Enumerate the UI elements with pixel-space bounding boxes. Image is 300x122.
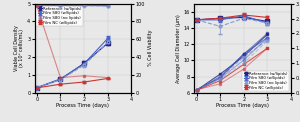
Y-axis label: % Cell Viability: % Cell Viability <box>148 30 153 66</box>
Y-axis label: Viable Cell Density
(x 10⁶ cells/mL): Viable Cell Density (x 10⁶ cells/mL) <box>14 25 24 71</box>
Y-axis label: Average Cell Diameter (μm): Average Cell Diameter (μm) <box>176 14 181 83</box>
X-axis label: Process Time (days): Process Time (days) <box>216 103 269 108</box>
X-axis label: Process Time (days): Process Time (days) <box>56 103 110 108</box>
Legend: Reference (w/lipids), Film S80 (w/lipids), Film S80 (no lipids), Film NC (w/lipi: Reference (w/lipids), Film S80 (w/lipids… <box>242 71 289 91</box>
Legend: Reference (w/lipids), Film S80 (w/lipids), Film S80 (no lipids), Film NC (w/lipi: Reference (w/lipids), Film S80 (w/lipids… <box>36 6 83 26</box>
